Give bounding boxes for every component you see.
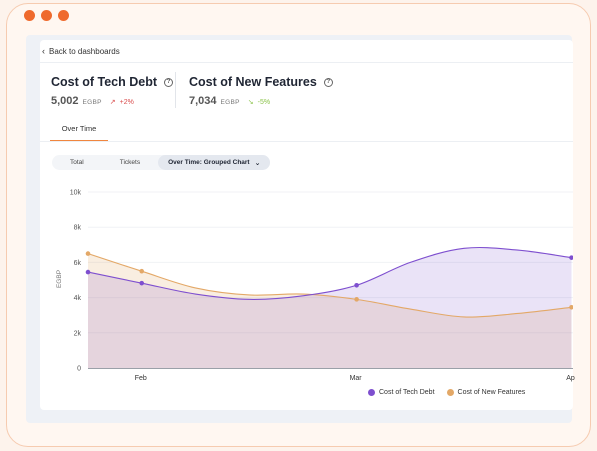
x-axis: Feb Mar Ap: [135, 375, 575, 382]
point-new-features[interactable]: [85, 251, 91, 256]
metric-tech-debt: Cost of Tech Debt ? 5,002 EGBP ↗ +2%: [51, 75, 174, 107]
legend-swatch: [368, 389, 375, 396]
point-tech-debt[interactable]: [354, 282, 359, 288]
dashboard-card: [40, 40, 573, 410]
line-new-features: [87, 253, 572, 318]
segment-tickets[interactable]: Tickets: [119, 159, 141, 166]
y-tick-label: 6k: [74, 260, 82, 267]
y-tick-label: 10k: [70, 190, 82, 197]
metric-trend: -5%: [257, 99, 271, 106]
window-dot-icon[interactable]: [24, 10, 35, 21]
data-points: [85, 251, 574, 310]
y-axis-label: EGBP: [56, 270, 63, 288]
legend-item-new-features[interactable]: Cost of New Features: [446, 389, 526, 396]
back-link-label: Back to dashboards: [49, 47, 120, 56]
view-segmented-control: Total Tickets Over Time: Grouped Chart ⌄: [52, 155, 271, 170]
segment-grouped-chart[interactable]: Over Time: Grouped Chart ⌄: [158, 155, 271, 170]
point-tech-debt[interactable]: [139, 280, 145, 286]
legend-label: Cost of Tech Debt: [379, 389, 435, 396]
point-tech-debt[interactable]: [85, 269, 91, 275]
point-new-features[interactable]: [569, 304, 574, 310]
metric-title: Cost of New Features: [189, 75, 317, 89]
segment-total[interactable]: Total: [70, 159, 84, 166]
metric-value: 7,034: [189, 95, 217, 107]
chevron-down-icon: ⌄: [254, 159, 261, 167]
metric-divider: [175, 72, 176, 108]
trend-up-icon: ↗: [109, 99, 116, 106]
chart-legend: Cost of Tech Debt Cost of New Features: [368, 389, 525, 396]
segment-grouped-chart-label: Over Time: Grouped Chart: [168, 159, 250, 166]
divider: [40, 62, 573, 63]
area-new-features: [88, 253, 572, 368]
point-tech-debt[interactable]: [569, 255, 574, 260]
metric-new-features: Cost of New Features ? 7,034 EGBP ↘ -5%: [189, 75, 333, 107]
x-tick-label: Mar: [350, 375, 363, 382]
metric-title: Cost of Tech Debt: [51, 75, 158, 89]
back-link[interactable]: ‹ Back to dashboards: [42, 46, 120, 57]
point-new-features[interactable]: [139, 268, 145, 274]
y-tick-label: 4k: [74, 295, 82, 302]
line-tech-debt: [87, 246, 572, 300]
legend-swatch: [446, 389, 454, 396]
y-tick-label: 8k: [74, 225, 82, 232]
area-tech-debt: [88, 247, 572, 368]
help-icon[interactable]: ?: [164, 77, 174, 87]
y-tick-label: 0: [77, 366, 81, 373]
metric-trend: +2%: [119, 99, 134, 106]
window-dot-icon[interactable]: [41, 10, 52, 21]
y-tick-label: 2k: [74, 330, 82, 337]
y-axis: 0 2k 4k 6k 8k 10k: [70, 190, 82, 373]
help-icon[interactable]: ?: [323, 77, 333, 87]
x-tick-label: Ap: [566, 375, 575, 382]
tab-divider: [40, 141, 573, 142]
legend-label: Cost of New Features: [457, 389, 526, 396]
window-dot-icon[interactable]: [58, 10, 69, 21]
window-controls: [24, 10, 69, 21]
point-new-features[interactable]: [354, 297, 359, 302]
x-tick-label: Feb: [135, 375, 147, 382]
metric-unit: EGBP: [220, 99, 240, 106]
metric-value: 5,002: [51, 95, 79, 107]
chart-grid: [88, 191, 573, 334]
legend-item-tech-debt[interactable]: Cost of Tech Debt: [368, 389, 435, 396]
chevron-left-icon: ‹: [42, 46, 45, 56]
metric-unit: EGBP: [82, 99, 102, 106]
trend-down-icon: ↘: [247, 99, 254, 106]
